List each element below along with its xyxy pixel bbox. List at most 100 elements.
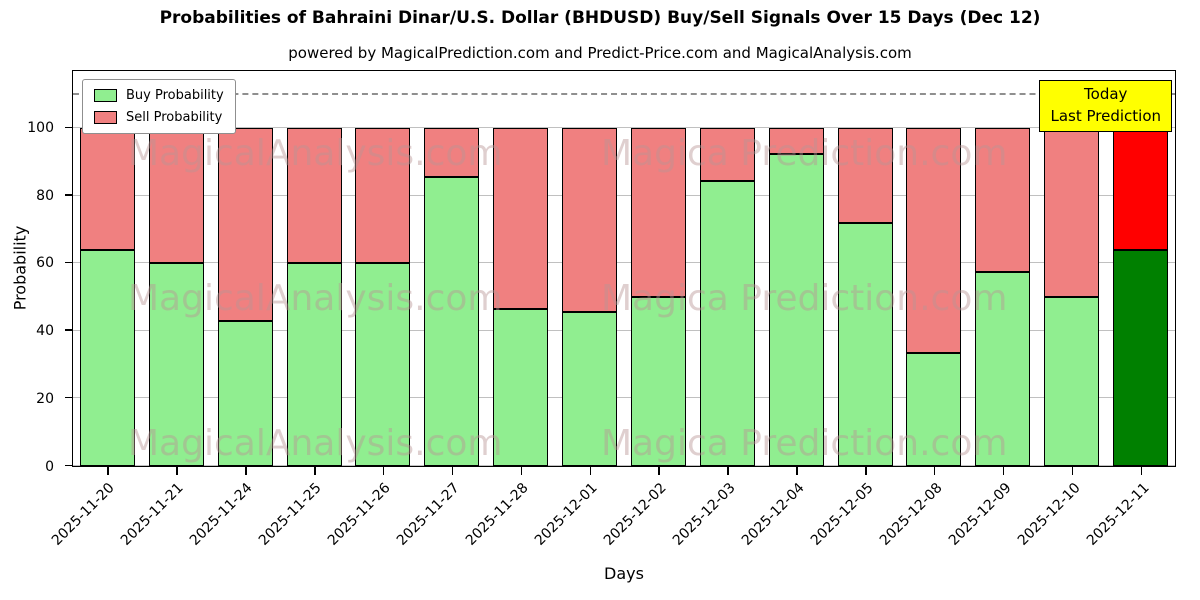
bar-sell xyxy=(493,128,549,310)
x-tick-label: 2025-11-20 xyxy=(48,480,118,549)
legend-label-sell: Sell Probability xyxy=(126,110,223,125)
bar-buy xyxy=(975,271,1031,466)
today-label-line1: Today xyxy=(1084,85,1128,103)
gridline xyxy=(73,465,1175,466)
legend-swatch-buy xyxy=(94,89,117,102)
x-tick-label: 2025-12-04 xyxy=(738,480,808,549)
y-axis-ticks: 0 20 40 60 80 100 xyxy=(0,70,64,475)
bar-sell xyxy=(148,128,204,264)
bar-buy xyxy=(768,153,824,466)
bar-sell-today xyxy=(1113,128,1169,250)
legend-swatch-sell xyxy=(94,111,117,124)
x-tick-label: 2025-12-10 xyxy=(1014,480,1084,549)
bar-buy xyxy=(148,263,204,466)
bar-buy xyxy=(699,180,755,466)
bar-sell xyxy=(217,128,273,321)
x-tick-label: 2025-11-27 xyxy=(393,480,463,549)
x-tick-mark xyxy=(382,467,385,475)
y-tick-mark xyxy=(65,194,73,196)
x-tick-mark xyxy=(520,467,523,475)
bar-sell xyxy=(975,128,1031,272)
today-label-line2: Last Prediction xyxy=(1050,106,1161,125)
x-tick-label: 2025-12-05 xyxy=(807,480,877,549)
y-tick-mark xyxy=(65,329,73,331)
bar-buy xyxy=(837,222,893,466)
x-axis-label: Days xyxy=(604,564,644,583)
bar-sell xyxy=(79,128,135,250)
gridline xyxy=(73,127,1175,129)
bar-buy xyxy=(493,309,549,466)
x-tick-mark xyxy=(933,467,936,475)
bar-buy xyxy=(630,297,686,466)
gridline xyxy=(73,262,1175,264)
x-tick-label: 2025-12-02 xyxy=(600,480,670,549)
gridline xyxy=(73,194,1175,196)
y-tick-label: 20 xyxy=(36,391,54,408)
x-tick-mark xyxy=(796,467,798,475)
x-tick-mark xyxy=(1002,467,1005,475)
legend-label-buy: Buy Probability xyxy=(126,88,224,103)
legend-item-buy: Buy Probability xyxy=(94,88,224,103)
legend-item-sell: Sell Probability xyxy=(94,110,224,125)
x-tick-label: 2025-11-21 xyxy=(117,480,187,549)
y-tick-mark xyxy=(65,126,73,129)
legend: Buy Probability Sell Probability xyxy=(82,79,236,134)
x-tick-mark xyxy=(314,467,316,475)
bar-buy xyxy=(217,320,273,466)
y-tick-mark xyxy=(65,396,73,399)
bar-sell xyxy=(768,128,824,154)
bar-buy xyxy=(424,177,480,466)
x-tick-mark xyxy=(865,467,867,475)
bar-buy xyxy=(906,352,962,466)
x-tick-mark xyxy=(658,467,660,475)
x-tick-label: 2025-11-28 xyxy=(462,480,532,549)
x-tick-label: 2025-12-01 xyxy=(531,480,601,549)
bar-sell xyxy=(630,128,686,298)
y-tick-label: 40 xyxy=(36,323,54,340)
x-tick-label: 2025-12-03 xyxy=(669,480,739,549)
x-axis-ticks: 2025-11-20 2025-11-21 2025-11-24 2025-11-25… xyxy=(49,468,1176,588)
bar-sell xyxy=(355,128,411,264)
x-tick-label: 2025-11-24 xyxy=(186,480,256,549)
x-tick-mark xyxy=(589,467,592,475)
bar-buy-today xyxy=(1113,249,1169,466)
bar-sell xyxy=(837,128,893,223)
x-tick-mark xyxy=(1140,467,1143,475)
x-tick-label: 2025-12-08 xyxy=(876,480,946,549)
bar-sell xyxy=(906,128,962,353)
chart-subtitle: powered by MagicalPrediction.com and Pre… xyxy=(288,44,912,62)
y-tick-mark xyxy=(65,261,73,264)
y-tick-mark xyxy=(65,464,73,466)
x-tick-label: 2025-12-11 xyxy=(1083,480,1153,549)
y-tick-label: 80 xyxy=(36,187,54,204)
bar-sell xyxy=(424,128,480,178)
upper-dashed-line xyxy=(73,92,1175,95)
x-tick-mark xyxy=(176,467,178,475)
x-tick-mark xyxy=(451,467,454,475)
bar-sell xyxy=(562,128,618,313)
bar-buy xyxy=(79,249,135,466)
x-tick-label: 2025-11-26 xyxy=(324,480,394,549)
bar-buy xyxy=(1044,297,1100,466)
gridline xyxy=(73,397,1175,399)
bar-buy xyxy=(355,263,411,466)
bar-buy xyxy=(286,263,342,466)
x-tick-mark xyxy=(245,467,247,475)
plot-area: Buy Probability Sell Probability Today L… xyxy=(65,70,1176,475)
bar-sell xyxy=(699,128,755,181)
y-tick-label: 60 xyxy=(36,255,54,272)
x-tick-mark xyxy=(107,467,109,475)
bar-sell xyxy=(286,128,342,264)
gridline xyxy=(73,329,1175,331)
x-tick-label: 2025-11-25 xyxy=(255,480,325,549)
chart-title: Probabilities of Bahraini Dinar/U.S. Dol… xyxy=(159,8,1041,28)
bar-sell xyxy=(1044,128,1100,298)
x-tick-mark xyxy=(1071,467,1074,475)
today-label-box: Today Last Prediction xyxy=(1039,80,1172,132)
y-tick-label: 100 xyxy=(27,119,54,136)
y-tick-label: 0 xyxy=(45,459,54,475)
x-tick-mark xyxy=(727,467,729,475)
x-tick-label: 2025-12-09 xyxy=(945,480,1015,549)
bar-buy xyxy=(562,312,618,466)
